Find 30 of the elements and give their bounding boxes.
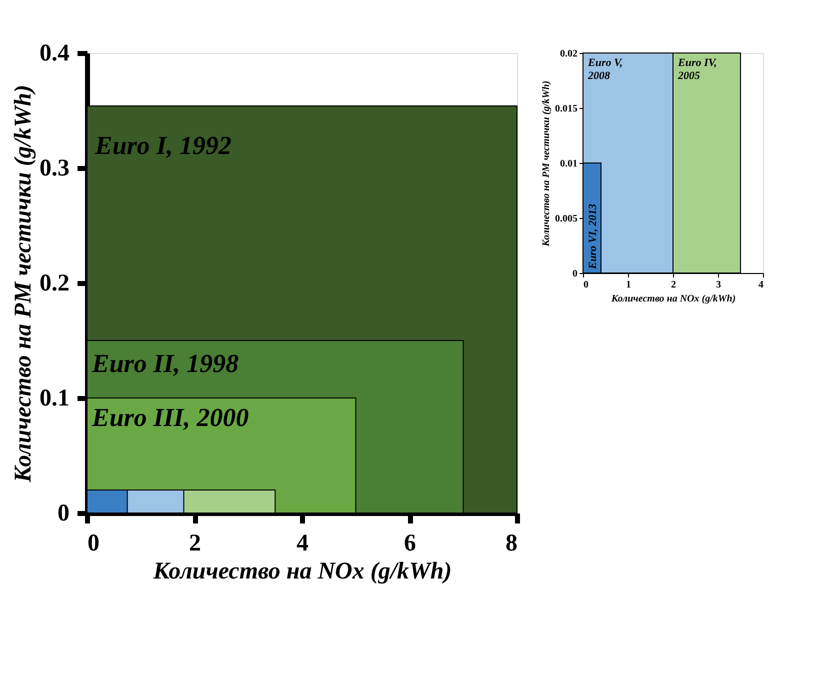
x-tick-label: 4: [296, 530, 308, 556]
x-axis-title: Количество на NOx (g/kWh): [152, 558, 452, 584]
y-axis-title: Количество на PM честички (g/kWh): [541, 80, 552, 248]
y-tick-label: 0.3: [40, 156, 70, 182]
x-tick-label: 0: [88, 530, 100, 556]
y-tick-label: 0: [58, 500, 70, 526]
y-tick-label: 0.005: [555, 214, 578, 224]
y-tick-label: 0.015: [555, 104, 578, 114]
x-tick-label: 1: [626, 280, 631, 290]
annotation: Euro I, 1992: [94, 131, 232, 160]
x-tick-label: 4: [758, 280, 764, 290]
x-tick-label: 8: [506, 530, 518, 556]
y-tick-label: 0: [572, 268, 578, 280]
annotation: Euro VI, 2013: [587, 203, 599, 270]
x-axis-title: Количество на NOx (g/kWh): [610, 294, 736, 304]
x-tick-label: 0: [584, 280, 588, 290]
y-tick-label: 0.4: [40, 40, 70, 66]
y-tick-label: 0.01: [560, 158, 578, 170]
x-tick-label: 2: [189, 530, 201, 556]
x-tick-label: 6: [404, 530, 416, 556]
annotation: Euro IV, 2005: [677, 57, 718, 82]
y-tick-label: 0.1: [40, 386, 70, 412]
y-axis-title: Количество на PM честички (g/kWh): [10, 84, 36, 484]
annotation: Euro II, 1998: [91, 349, 239, 378]
annotation: Euro V, 2008: [587, 57, 623, 82]
x-tick-label: 2: [671, 280, 676, 290]
y-tick-label: 0.02: [560, 48, 578, 60]
y-tick-label: 0.2: [40, 270, 70, 296]
annotation: Euro III, 2000: [91, 403, 249, 432]
x-tick-label: 3: [716, 280, 721, 290]
